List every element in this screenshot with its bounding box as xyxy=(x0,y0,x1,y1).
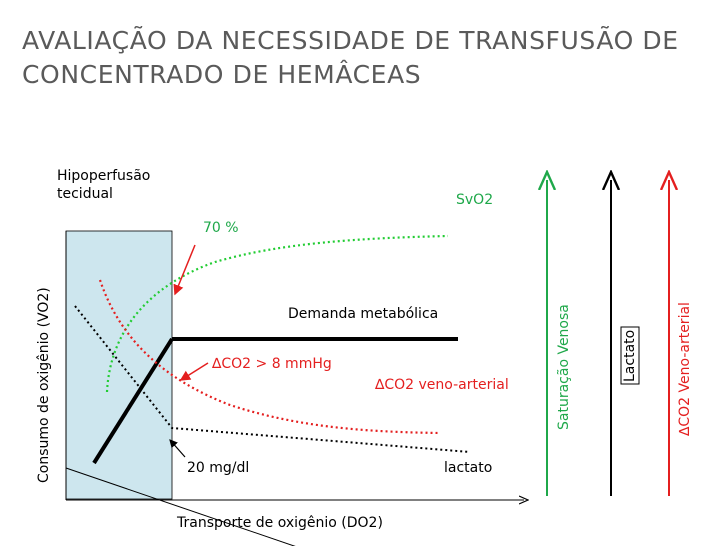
y-axis-label: Consumo de oxigênio (VO2) xyxy=(36,287,52,483)
pct70-label: 70 % xyxy=(203,220,239,236)
svo2-curve xyxy=(105,234,449,393)
slide-title: AVALIAÇÃO DA NECESSIDADE DE TRANSFUSÃO D… xyxy=(22,26,679,89)
saturacao-venosa-label: Saturação Venosa xyxy=(556,304,572,430)
lactate-curve xyxy=(74,305,471,453)
lactate-label: lactato xyxy=(444,460,493,476)
diagonal-axis-line xyxy=(65,467,296,546)
x-axis-label: Transporte de oxigênio (DO2) xyxy=(177,515,383,531)
demanda-label: Demanda metabólica xyxy=(288,306,439,322)
pointer-20mg xyxy=(169,439,186,458)
vo2-rising-line xyxy=(92,337,174,465)
pointer-dco2-8 xyxy=(179,362,209,381)
dco2-veno-label: ∆CO2 veno-arterial xyxy=(375,377,509,393)
lactate-20mg-label: 20 mg/dl xyxy=(187,460,250,476)
dco2-threshold-label: ∆CO2 > 8 mmHg xyxy=(212,356,332,372)
svo2-label: SvO2 xyxy=(456,192,494,208)
hipoperfusao-label: Hipoperfusão tecidual xyxy=(57,168,151,202)
lactato-side-label: Lactato xyxy=(622,329,638,382)
dco2-curve xyxy=(98,279,441,435)
lactato-box xyxy=(620,326,640,385)
dco2-side-label: ∆CO2 Veno-arterial xyxy=(677,302,693,436)
pointer-70pct xyxy=(173,244,196,296)
